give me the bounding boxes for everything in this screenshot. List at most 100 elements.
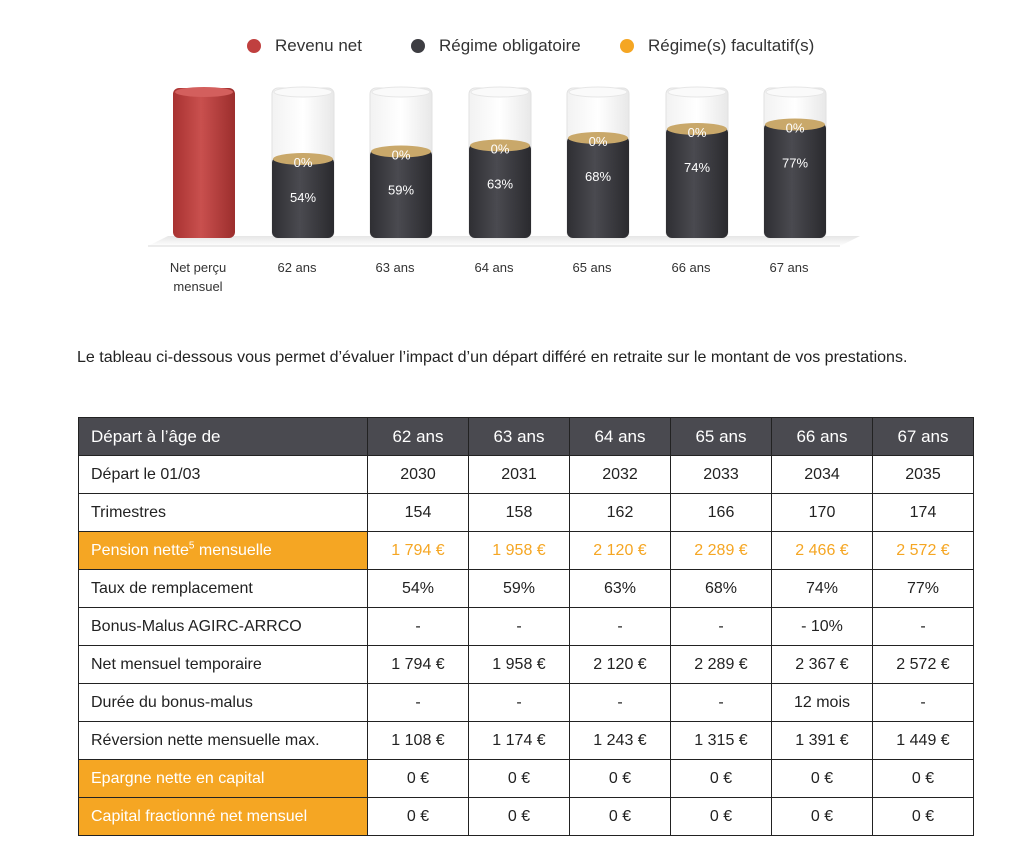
row-label: Bonus-Malus AGIRC-ARRCO	[78, 607, 368, 646]
data-label-facultatif: 0%	[589, 134, 608, 149]
table-cell: 74%	[771, 569, 873, 608]
bar-regime-obligatoire	[567, 136, 629, 238]
table-cell: 1 243 €	[569, 721, 671, 760]
table-cell: 59%	[468, 569, 570, 608]
table-cell: 2 572 €	[872, 531, 974, 570]
row-label: Départ le 01/03	[78, 455, 368, 494]
table-cell: 2 289 €	[670, 531, 772, 570]
x-tick-label: 66 ans	[641, 258, 741, 277]
table-cell: 2032	[569, 455, 671, 494]
table-cell: 0 €	[468, 797, 570, 836]
row-label-text: Taux de remplacement	[91, 579, 253, 597]
bar-regime-facultatif	[273, 153, 333, 165]
bar-container-top	[273, 86, 333, 98]
row-label: Réversion nette mensuelle max.	[78, 721, 368, 760]
table-cell: -	[872, 607, 974, 646]
x-tick-label: 67 ans	[739, 258, 839, 277]
table-cell: 2 466 €	[771, 531, 873, 570]
table-cell: 0 €	[771, 759, 873, 798]
table-cell: 2034	[771, 455, 873, 494]
table-cell: -	[468, 683, 570, 722]
bar-regime-facultatif	[765, 118, 825, 131]
x-tick-label-line: 63 ans	[375, 260, 415, 275]
table-cell: 170	[771, 493, 873, 532]
bar-regime-obligatoire	[666, 127, 728, 238]
table-row: Pension nette5 mensuelle 1 794 €1 958 €2 …	[78, 531, 974, 570]
table-cell: 0 €	[569, 797, 671, 836]
x-tick-label-line: 64 ans	[474, 260, 514, 275]
table-cell: 1 958 €	[468, 645, 570, 684]
table-cell: 1 449 €	[872, 721, 974, 760]
data-label-facultatif: 0%	[786, 121, 805, 136]
table-cell: -	[670, 683, 772, 722]
table-cell: 2 367 €	[771, 645, 873, 684]
table-cell: -	[872, 683, 974, 722]
row-label-text: Bonus-Malus AGIRC-ARRCO	[91, 617, 302, 635]
table-cell: 174	[872, 493, 974, 532]
table-cell: - 10%	[771, 607, 873, 646]
table-cell: 1 391 €	[771, 721, 873, 760]
row-label: Taux de remplacement	[78, 569, 368, 608]
legend-swatch	[620, 39, 634, 53]
x-tick-label-line: Net perçu	[169, 260, 227, 275]
table-cell: 1 108 €	[367, 721, 469, 760]
data-label-facultatif: 0%	[392, 148, 411, 163]
legend-swatch	[247, 39, 261, 53]
table-cell: 0 €	[670, 797, 772, 836]
bar-regime-obligatoire	[469, 143, 531, 238]
footnote-marker: 5	[188, 540, 195, 552]
bar-container-top	[568, 86, 628, 98]
x-tick-label-line: 65 ans	[572, 260, 612, 275]
table-row: Taux de remplacement 54% 59% 63% 68% 74% 77%	[78, 569, 974, 608]
table-row: Départ le 01/03 2030 2031 2032 2033 2034 2035	[78, 455, 974, 494]
legend-item-revenu-net: Revenu net	[247, 36, 362, 56]
column-header: 64 ans	[569, 417, 671, 456]
legend-label: Régime obligatoire	[439, 36, 581, 55]
table-row: Réversion nette mensuelle max. 1 108 €1 1…	[78, 721, 974, 760]
table-cell: 63%	[569, 569, 671, 608]
column-header: 62 ans	[367, 417, 469, 456]
data-label-obligatoire: 77%	[782, 156, 808, 171]
bar-top	[175, 87, 233, 97]
table-cell: 0 €	[569, 759, 671, 798]
x-tick-label: 62 ans	[247, 258, 347, 277]
table-cell: 2031	[468, 455, 570, 494]
row-label: Capital fractionné net mensuel	[78, 797, 368, 836]
table-cell: 2030	[367, 455, 469, 494]
row-label: Epargne nette en capital	[78, 759, 368, 798]
table-cell: 2033	[670, 455, 772, 494]
table-cell: 2 289 €	[670, 645, 772, 684]
table-cell: -	[367, 683, 469, 722]
column-header: 67 ans	[872, 417, 974, 456]
table-cell: 2 120 €	[569, 531, 671, 570]
data-label-obligatoire: 59%	[388, 183, 414, 198]
legend-label: Revenu net	[275, 36, 362, 55]
row-label: Durée du bonus-malus	[78, 683, 368, 722]
x-tick-label: 64 ans	[444, 258, 544, 277]
table-cell: -	[670, 607, 772, 646]
bar-chart: 0% 54% 0% 59% 0% 63% 0% 68% 0% 74% 0% 77% Net perçu…	[0, 0, 1024, 300]
data-label-obligatoire: 68%	[585, 169, 611, 184]
bar-regime-facultatif	[667, 123, 727, 135]
bar-chart-svg: 0% 54% 0% 59% 0% 63% 0% 68% 0% 74% 0% 77%	[148, 86, 860, 247]
table-cell: -	[367, 607, 469, 646]
table-cell: 2 120 €	[569, 645, 671, 684]
chart-legend: Revenu net Régime obligatoire Régime(s) …	[0, 36, 1024, 62]
legend-item-regime-facultatif: Régime(s) facultatif(s)	[620, 36, 814, 56]
bar-container-top	[371, 86, 431, 98]
legend-swatch	[411, 39, 425, 53]
column-header: 65 ans	[670, 417, 772, 456]
table-cell: 1 315 €	[670, 721, 772, 760]
table-cell: 68%	[670, 569, 772, 608]
row-label: Net mensuel temporaire	[78, 645, 368, 684]
data-label-obligatoire: 54%	[290, 190, 316, 205]
x-tick-label-line: 62 ans	[277, 260, 317, 275]
table-row: Bonus-Malus AGIRC-ARRCO - - - - - 10% -	[78, 607, 974, 646]
row-label: Pension nette5 mensuelle	[78, 531, 368, 570]
row-label-text: Capital fractionné net mensuel	[91, 807, 308, 825]
table-cell: 1 174 €	[468, 721, 570, 760]
table-row: Epargne nette en capital 0 €0 €0 €0 €0 €0…	[78, 759, 974, 798]
bar-regime-obligatoire	[370, 149, 432, 238]
bar-revenu-net	[173, 88, 235, 238]
row-label-text: Durée du bonus-malus	[91, 693, 253, 711]
